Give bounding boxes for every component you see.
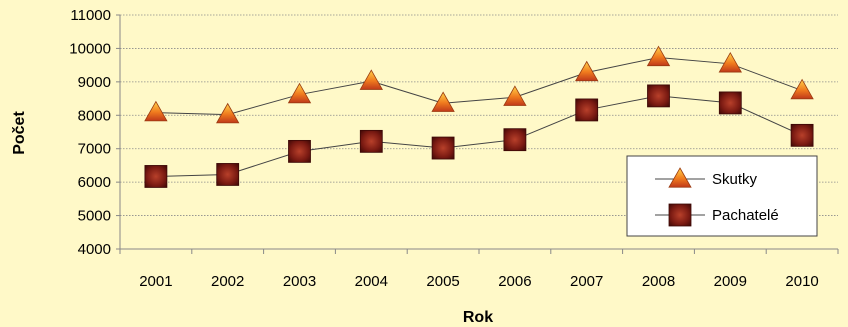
data-point bbox=[575, 98, 599, 122]
x-tick-label: 2001 bbox=[139, 273, 172, 290]
data-point bbox=[431, 136, 455, 160]
x-tick-label: 2008 bbox=[642, 273, 675, 290]
x-tick-label: 2007 bbox=[570, 273, 603, 290]
legend-box bbox=[626, 155, 818, 237]
y-axis-ticks: 4000 5000 6000 7000 8000 9000 10000 11000 bbox=[69, 7, 120, 258]
y-axis-label: Počet bbox=[11, 111, 28, 155]
data-point bbox=[359, 129, 383, 153]
x-axis-label: Rok bbox=[463, 309, 493, 326]
series-markers bbox=[144, 45, 814, 188]
series-line bbox=[155, 56, 803, 116]
data-point bbox=[216, 163, 240, 186]
y-tick-label: 5000 bbox=[78, 208, 111, 225]
y-tick-label: 4000 bbox=[78, 241, 111, 258]
y-tick-label: 6000 bbox=[78, 174, 111, 191]
data-point bbox=[431, 91, 455, 112]
data-point bbox=[359, 69, 383, 90]
legend-label: Skutky bbox=[712, 171, 758, 188]
legend-label: Pachatelé bbox=[712, 207, 779, 224]
legend-marker bbox=[668, 167, 692, 188]
data-point bbox=[718, 91, 742, 115]
y-tick-label: 11000 bbox=[70, 7, 111, 24]
data-point bbox=[790, 123, 814, 147]
data-point bbox=[790, 78, 814, 100]
x-tick-label: 2004 bbox=[355, 273, 388, 290]
data-point bbox=[718, 51, 742, 73]
series-lines bbox=[155, 56, 803, 177]
y-tick-label: 7000 bbox=[78, 141, 111, 158]
x-tick-label: 2009 bbox=[714, 273, 747, 290]
data-point bbox=[216, 102, 240, 124]
series-line bbox=[155, 95, 803, 177]
x-tick-label: 2003 bbox=[283, 273, 316, 290]
data-point bbox=[575, 60, 599, 82]
data-point bbox=[144, 165, 168, 188]
y-tick-label: 8000 bbox=[78, 107, 111, 124]
data-point bbox=[144, 100, 168, 122]
data-point bbox=[503, 85, 527, 106]
legend-marker bbox=[668, 203, 692, 227]
data-point bbox=[647, 84, 670, 108]
x-tick-label: 2010 bbox=[785, 273, 818, 290]
x-tick-label: 2006 bbox=[498, 273, 531, 290]
data-point bbox=[503, 128, 527, 152]
y-tick-label: 10000 bbox=[69, 40, 111, 57]
data-point bbox=[646, 45, 671, 67]
data-point bbox=[288, 139, 311, 163]
legend: Skutky Pachatelé bbox=[626, 155, 818, 237]
x-tick-label: 2002 bbox=[211, 273, 244, 290]
x-axis-ticks: 2001 2002 2003 2004 2005 2006 2007 2008 2009 2010 bbox=[119, 249, 839, 290]
x-tick-label: 2005 bbox=[426, 273, 459, 290]
data-point bbox=[287, 82, 312, 104]
y-tick-label: 9000 bbox=[78, 74, 111, 91]
